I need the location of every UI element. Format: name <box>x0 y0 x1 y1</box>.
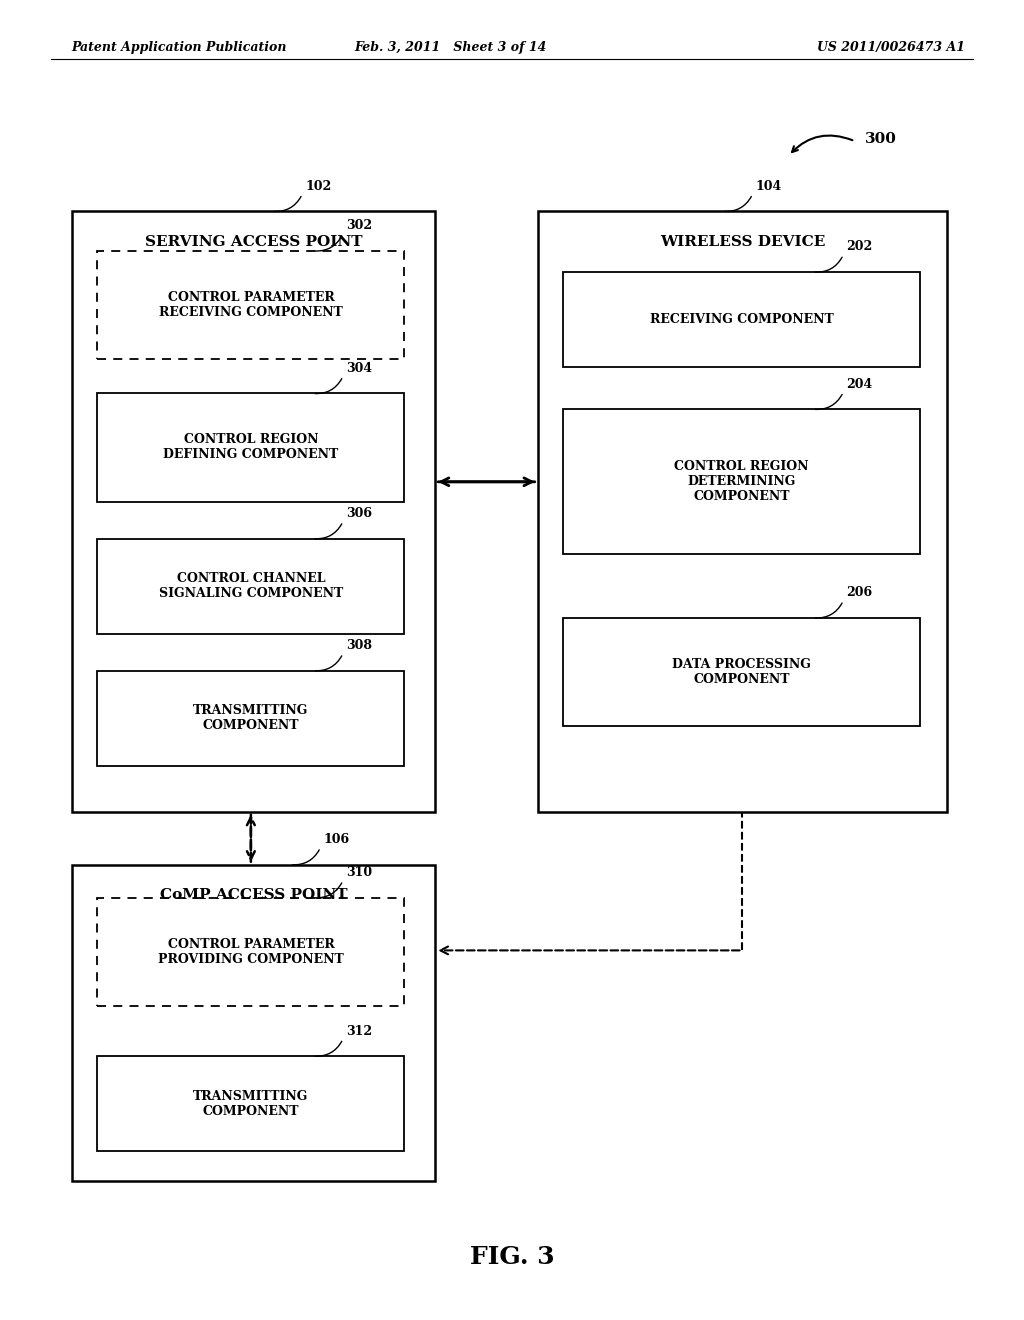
Bar <box>97 393 404 502</box>
Bar <box>97 1056 404 1151</box>
Text: CONTROL PARAMETER
PROVIDING COMPONENT: CONTROL PARAMETER PROVIDING COMPONENT <box>158 937 344 966</box>
Text: 206: 206 <box>847 586 872 599</box>
Text: CoMP ACCESS POINT: CoMP ACCESS POINT <box>160 888 347 903</box>
Text: SERVING ACCESS POINT: SERVING ACCESS POINT <box>144 235 362 249</box>
Text: 308: 308 <box>346 639 372 652</box>
Text: TRANSMITTING
COMPONENT: TRANSMITTING COMPONENT <box>194 704 308 733</box>
Text: 300: 300 <box>865 132 897 145</box>
Bar <box>72 211 435 812</box>
Text: 306: 306 <box>346 507 372 520</box>
Text: 204: 204 <box>847 378 872 391</box>
Text: 102: 102 <box>305 180 332 193</box>
Text: Feb. 3, 2011   Sheet 3 of 14: Feb. 3, 2011 Sheet 3 of 14 <box>354 41 547 54</box>
Text: US 2011/0026473 A1: US 2011/0026473 A1 <box>817 41 965 54</box>
Text: Patent Application Publication: Patent Application Publication <box>72 41 287 54</box>
Text: DATA PROCESSING
COMPONENT: DATA PROCESSING COMPONENT <box>672 657 811 686</box>
Bar <box>538 211 947 812</box>
Text: RECEIVING COMPONENT: RECEIVING COMPONENT <box>649 313 834 326</box>
Bar <box>563 409 920 554</box>
Text: TRANSMITTING
COMPONENT: TRANSMITTING COMPONENT <box>194 1089 308 1118</box>
Bar <box>563 618 920 726</box>
Text: FIG. 3: FIG. 3 <box>470 1245 554 1269</box>
Text: 312: 312 <box>346 1024 373 1038</box>
Text: 302: 302 <box>346 219 373 232</box>
Text: WIRELESS DEVICE: WIRELESS DEVICE <box>659 235 825 249</box>
Text: CONTROL CHANNEL
SIGNALING COMPONENT: CONTROL CHANNEL SIGNALING COMPONENT <box>159 572 343 601</box>
Text: CONTROL PARAMETER
RECEIVING COMPONENT: CONTROL PARAMETER RECEIVING COMPONENT <box>159 290 343 319</box>
Bar <box>72 865 435 1181</box>
Bar <box>97 671 404 766</box>
Text: CONTROL REGION
DETERMINING
COMPONENT: CONTROL REGION DETERMINING COMPONENT <box>674 461 809 503</box>
Bar <box>97 251 404 359</box>
Text: 106: 106 <box>324 833 350 846</box>
Text: 304: 304 <box>346 362 373 375</box>
Text: CONTROL REGION
DEFINING COMPONENT: CONTROL REGION DEFINING COMPONENT <box>163 433 339 462</box>
Bar <box>97 539 404 634</box>
Text: 310: 310 <box>346 866 373 879</box>
Text: 104: 104 <box>756 180 782 193</box>
Text: 202: 202 <box>847 240 872 253</box>
Bar <box>563 272 920 367</box>
Bar <box>97 898 404 1006</box>
